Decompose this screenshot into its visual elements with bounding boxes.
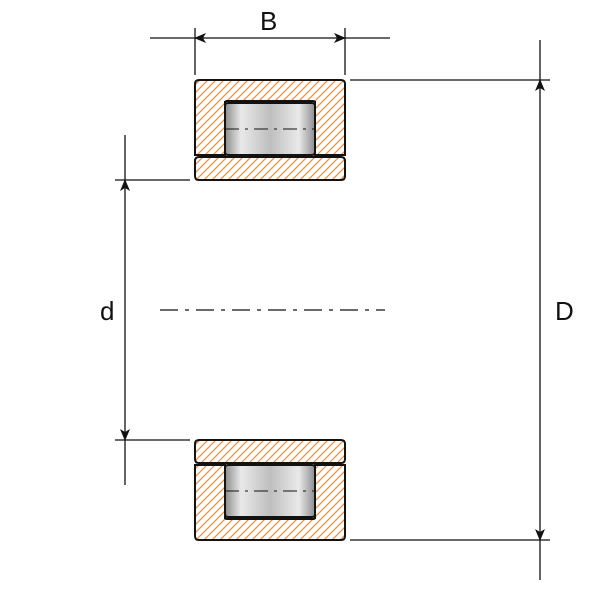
roller-lower — [225, 465, 315, 517]
label-B: B — [260, 6, 277, 36]
label-D: D — [555, 296, 574, 326]
inner-ring-upper — [195, 157, 345, 180]
dimension-bore-d — [115, 135, 190, 485]
roller-upper — [225, 103, 315, 155]
label-d: d — [100, 296, 114, 326]
bearing-cross-section-diagram: B d D — [0, 0, 600, 600]
inner-ring-lower — [195, 440, 345, 463]
